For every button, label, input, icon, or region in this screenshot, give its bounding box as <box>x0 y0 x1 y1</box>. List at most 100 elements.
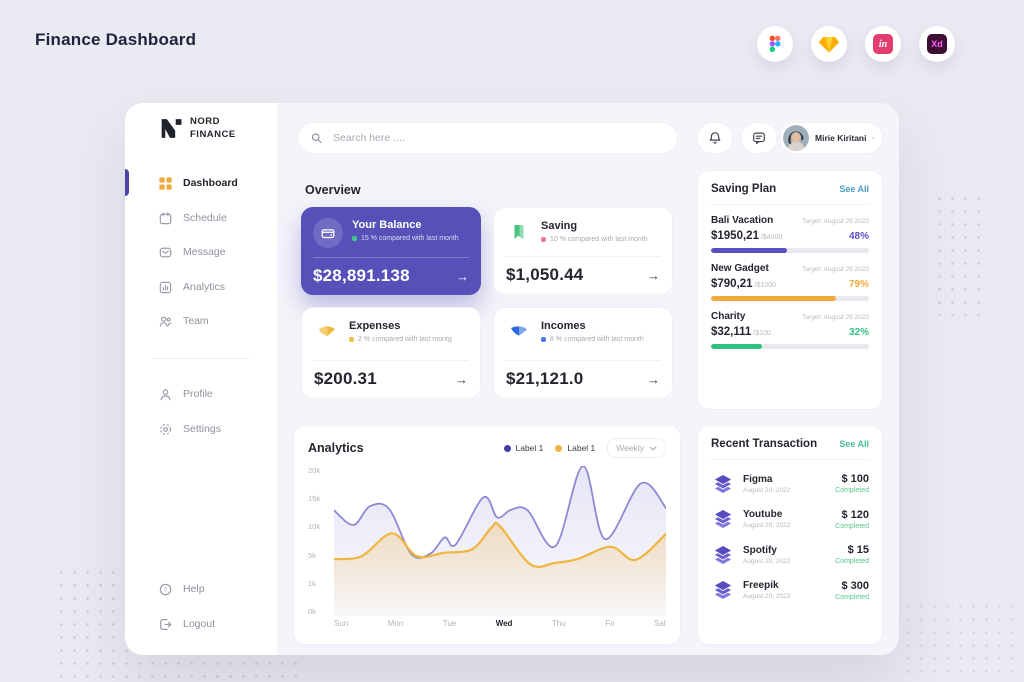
sketch-badge[interactable] <box>811 26 847 62</box>
transaction-name: Figma <box>743 473 773 485</box>
progress-track <box>711 248 869 253</box>
figma-badge[interactable] <box>757 26 793 62</box>
card-change: 8 % compared with last month <box>541 336 644 343</box>
saving-plan-item: New Gadget Target: August 25 2022 $790,2… <box>711 263 869 301</box>
transaction-row[interactable]: Spotify August 20, 2022 $ 15 Completed <box>711 543 869 567</box>
plan-target: Target: August 25 2022 <box>802 314 869 321</box>
user-name: Mirie Kiritani <box>815 133 867 143</box>
arrow-icon[interactable]: → <box>456 268 469 284</box>
plan-amount: $32,111 <box>711 326 752 338</box>
transaction-row[interactable]: Youtube August 20, 2022 $ 120 Completed <box>711 507 869 531</box>
logo: NORD FINANCE <box>158 116 236 141</box>
expenses-card[interactable]: Expenses 2 % compared with last montg $2… <box>301 307 481 399</box>
transaction-status: Completed <box>835 593 869 601</box>
layers-icon <box>711 578 735 602</box>
progress-fill <box>711 344 762 349</box>
arrow-icon[interactable]: → <box>647 267 660 283</box>
profile-icon <box>160 388 171 400</box>
transaction-amount: $ 15 <box>847 544 869 556</box>
invision-icon: in <box>873 34 893 54</box>
help-icon: ? <box>159 583 172 595</box>
sidebar-item-label: Schedule <box>183 212 227 224</box>
transactions-title: Recent Transaction <box>711 438 818 450</box>
transaction-date: August 20, 2022 <box>743 557 791 565</box>
messages-button[interactable] <box>741 122 777 154</box>
transaction-row[interactable]: Freepik August 20, 2022 $ 300 Completed <box>711 578 869 602</box>
transaction-status: Completed <box>835 558 869 565</box>
plan-goal: /$100 <box>753 330 771 337</box>
invision-badge[interactable]: in <box>865 26 901 62</box>
period-select[interactable]: Weekly <box>607 438 666 458</box>
saving-plan-item: Bali Vacation Target: August 25 2022 $19… <box>711 215 869 253</box>
card-title: Expenses <box>349 320 401 332</box>
wallet-icon <box>313 218 343 248</box>
legend-dot <box>555 444 563 452</box>
sidebar-item-analytics[interactable]: Analytics <box>125 277 277 297</box>
plan-name: New Gadget <box>711 263 769 274</box>
sidebar-item-label: Dashboard <box>183 177 238 189</box>
y-tick: 5k <box>308 550 316 560</box>
progress-track <box>711 344 869 349</box>
arrow-icon[interactable]: → <box>647 371 660 387</box>
plan-amount: $790,21 <box>711 278 753 290</box>
avatar <box>783 125 809 151</box>
chat-icon <box>753 132 765 145</box>
dashboard-icon <box>159 176 172 190</box>
saving-plan-panel: Saving Plan See All Bali Vacation Target… <box>697 170 883 410</box>
progress-fill <box>711 296 836 301</box>
sidebar-item-label: Team <box>183 315 209 327</box>
sketch-icon <box>819 36 839 52</box>
logout-icon <box>160 618 172 630</box>
chevron-down-icon <box>872 137 875 139</box>
plan-amount: $1950,21 <box>711 230 759 242</box>
analytics-icon <box>159 281 172 293</box>
expenses-icon <box>314 319 340 345</box>
sidebar-item-settings[interactable]: Settings <box>125 419 277 439</box>
sidebar-item-dashboard[interactable]: Dashboard <box>125 173 277 193</box>
team-icon <box>159 315 172 327</box>
layers-icon <box>711 507 735 531</box>
change-dot <box>349 337 354 342</box>
progress-track <box>711 296 869 301</box>
sidebar-item-help[interactable]: ? Help <box>125 579 277 599</box>
sidebar-item-schedule[interactable]: Schedule <box>125 208 277 228</box>
arrow-icon[interactable]: → <box>455 371 468 387</box>
plan-target: Target: August 25 2022 <box>802 218 869 225</box>
analytics-title: Analytics <box>308 441 364 455</box>
sidebar-item-profile[interactable]: Profile <box>125 384 277 404</box>
incomes-card[interactable]: Incomes 8 % compared with last month $21… <box>493 307 673 399</box>
bell-icon <box>709 132 721 144</box>
chevron-down-icon <box>649 446 657 450</box>
saving-card[interactable]: Saving 10 % compared with last month $1,… <box>493 207 673 295</box>
transactions-see-all[interactable]: See All <box>839 439 869 449</box>
transaction-row[interactable]: Figma August 20, 2022 $ 100 Completed <box>711 472 869 496</box>
transaction-name: Youtube <box>743 509 783 520</box>
plan-goal: /$4000 <box>760 234 783 241</box>
user-menu[interactable]: Mirie Kiritani <box>779 122 883 154</box>
svg-text:?: ? <box>164 586 168 593</box>
sidebar-item-team[interactable]: Team <box>125 311 277 331</box>
adobe-xd-badge[interactable]: Xd <box>919 26 955 62</box>
transaction-amount: $ 100 <box>841 473 869 485</box>
sidebar-item-logout[interactable]: Logout <box>125 614 277 634</box>
analytics-chart-svg <box>334 466 666 616</box>
sidebar-item-label: Settings <box>183 423 221 435</box>
sidebar-item-message[interactable]: Message <box>125 242 277 262</box>
notifications-button[interactable] <box>697 122 733 154</box>
balance-card[interactable]: Your Balance 15 % compared with last mon… <box>301 207 481 295</box>
layers-icon <box>711 472 735 496</box>
saving-see-all[interactable]: See All <box>839 184 869 194</box>
card-change: 10 % compared with last month <box>541 236 648 243</box>
transaction-name: Freepik <box>743 580 779 591</box>
search-input[interactable] <box>331 131 665 145</box>
sidebar-item-label: Logout <box>183 618 216 630</box>
app-badges: in Xd <box>757 26 955 62</box>
card-title: Incomes <box>541 320 586 332</box>
card-amount: $1,050.44 <box>506 265 584 284</box>
card-title: Saving <box>541 220 578 232</box>
transaction-date: August 20, 2022 <box>743 486 791 494</box>
x-tick: Mon <box>387 619 404 628</box>
search-bar[interactable] <box>297 122 678 154</box>
avatar-image <box>783 125 809 151</box>
